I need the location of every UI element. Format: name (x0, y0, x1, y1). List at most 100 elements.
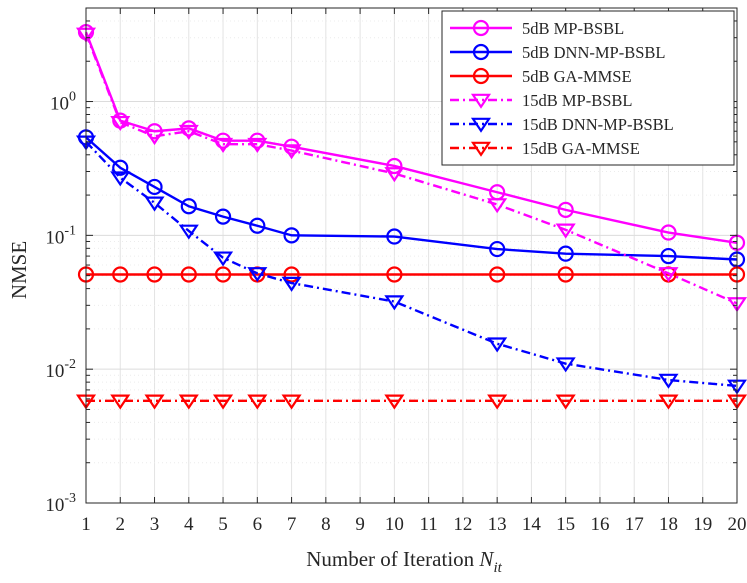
series-6 (75, 394, 747, 410)
data-point-triangle (658, 267, 679, 283)
data-point-triangle (110, 171, 131, 187)
legend: 5dB MP-BSBL 5dB DNN-MP-BSBL 5dB GA-MMSE 15d… (441, 10, 735, 166)
legend-label: 15dB DNN-MP-BSBL (522, 115, 674, 134)
data-point-triangle (212, 394, 234, 410)
series-line (84, 33, 738, 305)
data-point-circle (660, 247, 677, 265)
data-point-triangle (247, 137, 268, 153)
y-tick-base: 10 (45, 361, 64, 382)
x-axis-label-sub: it (493, 560, 502, 576)
x-tick-label: 1 (81, 514, 91, 535)
data-point-triangle (212, 251, 234, 267)
data-point-circle (214, 208, 232, 225)
data-point-circle (146, 178, 163, 196)
data-point-triangle (384, 167, 405, 183)
data-point-triangle (110, 394, 131, 410)
x-tick-labels: 1 2 3 4 5 6 7 8 9 10 11 12 13 14 15 16 17 18 19 20 (81, 514, 746, 535)
data-point-circle (472, 67, 490, 85)
data-point-circle (386, 157, 403, 175)
legend-item: 5dB GA-MMSE (450, 67, 632, 86)
data-point-circle (660, 224, 677, 241)
data-point-triangle (470, 93, 492, 109)
legend-item: 15dB DNN-MP-BSBL (450, 115, 674, 134)
legend-label: 5dB DNN-MP-BSBL (522, 43, 665, 62)
data-point-triangle (144, 196, 165, 212)
data-point-triangle (281, 276, 302, 292)
data-point-triangle (281, 144, 302, 160)
x-tick-label: 12 (453, 514, 472, 535)
x-tick-label: 6 (253, 514, 263, 535)
legend-label: 15dB MP-BSBL (522, 91, 633, 110)
legend-box (441, 10, 735, 166)
data-point-triangle (487, 198, 508, 214)
y-tick-base: 10 (45, 495, 64, 516)
data-point-circle (557, 201, 574, 218)
plot-series (75, 24, 747, 410)
legend-label: 5dB GA-MMSE (522, 67, 632, 86)
data-point-circle (180, 266, 197, 283)
data-point-triangle (178, 394, 199, 410)
data-point-circle (557, 245, 574, 262)
legend-item: 5dB DNN-MP-BSBL (450, 43, 665, 62)
y-tick-base: 10 (45, 227, 64, 248)
data-point-circle (112, 159, 129, 176)
legend-label: 5dB MP-BSBL (522, 19, 624, 38)
series-line (85, 140, 738, 388)
data-point-triangle (487, 394, 508, 410)
data-point-circle (386, 228, 403, 245)
x-tick-label: 18 (659, 514, 678, 535)
data-point-triangle (178, 124, 199, 141)
y-tick-label: 10-2 (45, 357, 76, 382)
y-tick-label: 100 (50, 90, 76, 115)
data-point-circle (283, 266, 300, 283)
data-point-triangle (487, 337, 508, 353)
x-tick-label: 11 (419, 514, 437, 535)
y-tick-exponent: -3 (64, 491, 76, 506)
x-tick-label: 19 (693, 514, 712, 535)
x-tick-label: 14 (522, 514, 542, 535)
data-point-triangle (555, 394, 576, 410)
data-point-circle (214, 266, 232, 283)
x-tick-label: 15 (556, 514, 575, 535)
x-tick-label: 5 (218, 514, 228, 535)
data-point-triangle (555, 357, 576, 373)
x-tick-label: 4 (184, 514, 194, 535)
x-axis-label-text: Number of Iteration (306, 547, 474, 571)
x-tick-label: 17 (625, 514, 644, 535)
data-point-triangle (384, 394, 405, 410)
data-point-triangle (658, 394, 679, 410)
data-point-triangle (144, 394, 165, 410)
data-point-circle (283, 227, 300, 244)
x-tick-label: 9 (355, 514, 365, 535)
data-point-circle (472, 43, 490, 61)
y-tick-label: 10-1 (45, 223, 76, 248)
legend-item: 5dB MP-BSBL (450, 19, 624, 38)
series-4 (75, 27, 747, 313)
data-point-circle (112, 266, 129, 283)
y-tick-base: 10 (50, 94, 69, 115)
axes-box (85, 7, 738, 504)
x-tick-label: 7 (287, 514, 297, 535)
y-axis-label: NMSE (7, 241, 31, 299)
x-axis-label: Number of Iteration Nit (306, 547, 502, 576)
y-tick-exponent: 0 (69, 90, 76, 105)
data-point-circle (557, 266, 574, 283)
legend-label: 15dB GA-MMSE (522, 139, 640, 158)
x-tick-label: 13 (488, 514, 507, 535)
data-point-triangle (555, 223, 576, 239)
data-point-triangle (658, 373, 679, 389)
y-tick-label: 10-3 (45, 491, 76, 516)
data-point-circle (249, 217, 266, 234)
data-point-triangle (470, 117, 492, 133)
y-tick-exponent: -1 (64, 223, 76, 238)
data-point-triangle (247, 394, 268, 410)
data-point-triangle (247, 267, 268, 283)
data-point-circle (180, 198, 197, 215)
x-tick-label: 8 (321, 514, 331, 535)
data-point-circle (472, 19, 490, 37)
x-tick-label: 10 (385, 514, 404, 535)
data-point-triangle (144, 129, 165, 146)
data-point-triangle (110, 115, 131, 132)
